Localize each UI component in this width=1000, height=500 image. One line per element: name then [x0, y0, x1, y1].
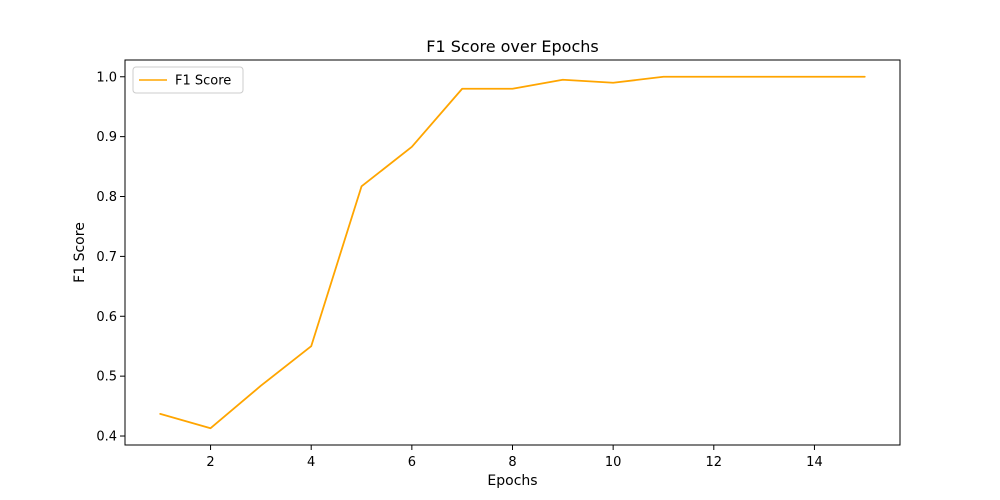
- y-tick-label: 0.8: [96, 190, 117, 205]
- y-axis-ticks: 0.4 0.5 0.6 0.7 0.8 0.9 1.0: [96, 70, 125, 445]
- x-tick-label: 6: [408, 455, 416, 470]
- x-axis-title: Epochs: [487, 473, 537, 489]
- legend-label-f1-score: F1 Score: [175, 74, 231, 89]
- series-layer: [159, 75, 866, 430]
- chart-title: F1 Score over Epochs: [426, 37, 598, 56]
- x-tick-label: 12: [706, 455, 723, 470]
- y-axis-title: F1 Score: [72, 222, 88, 283]
- x-axis-ticks: 2 4 6 8 10 12 14: [206, 445, 823, 470]
- x-tick-label: 4: [307, 455, 315, 470]
- y-tick-label: 1.0: [96, 70, 117, 85]
- series-line-f1-score: [159, 75, 866, 430]
- y-tick-label: 0.6: [96, 310, 117, 325]
- x-tick-label: 8: [508, 455, 516, 470]
- y-tick-label: 0.5: [96, 370, 117, 385]
- legend: F1 Score: [132, 66, 244, 94]
- y-tick-label: 0.9: [96, 130, 117, 145]
- legend-box: [132, 66, 244, 94]
- x-tick-label: 10: [605, 455, 622, 470]
- y-tick-label: 0.7: [96, 250, 117, 265]
- x-tick-label: 14: [806, 455, 823, 470]
- y-tick-label: 0.4: [96, 430, 117, 445]
- x-tick-label: 2: [206, 455, 214, 470]
